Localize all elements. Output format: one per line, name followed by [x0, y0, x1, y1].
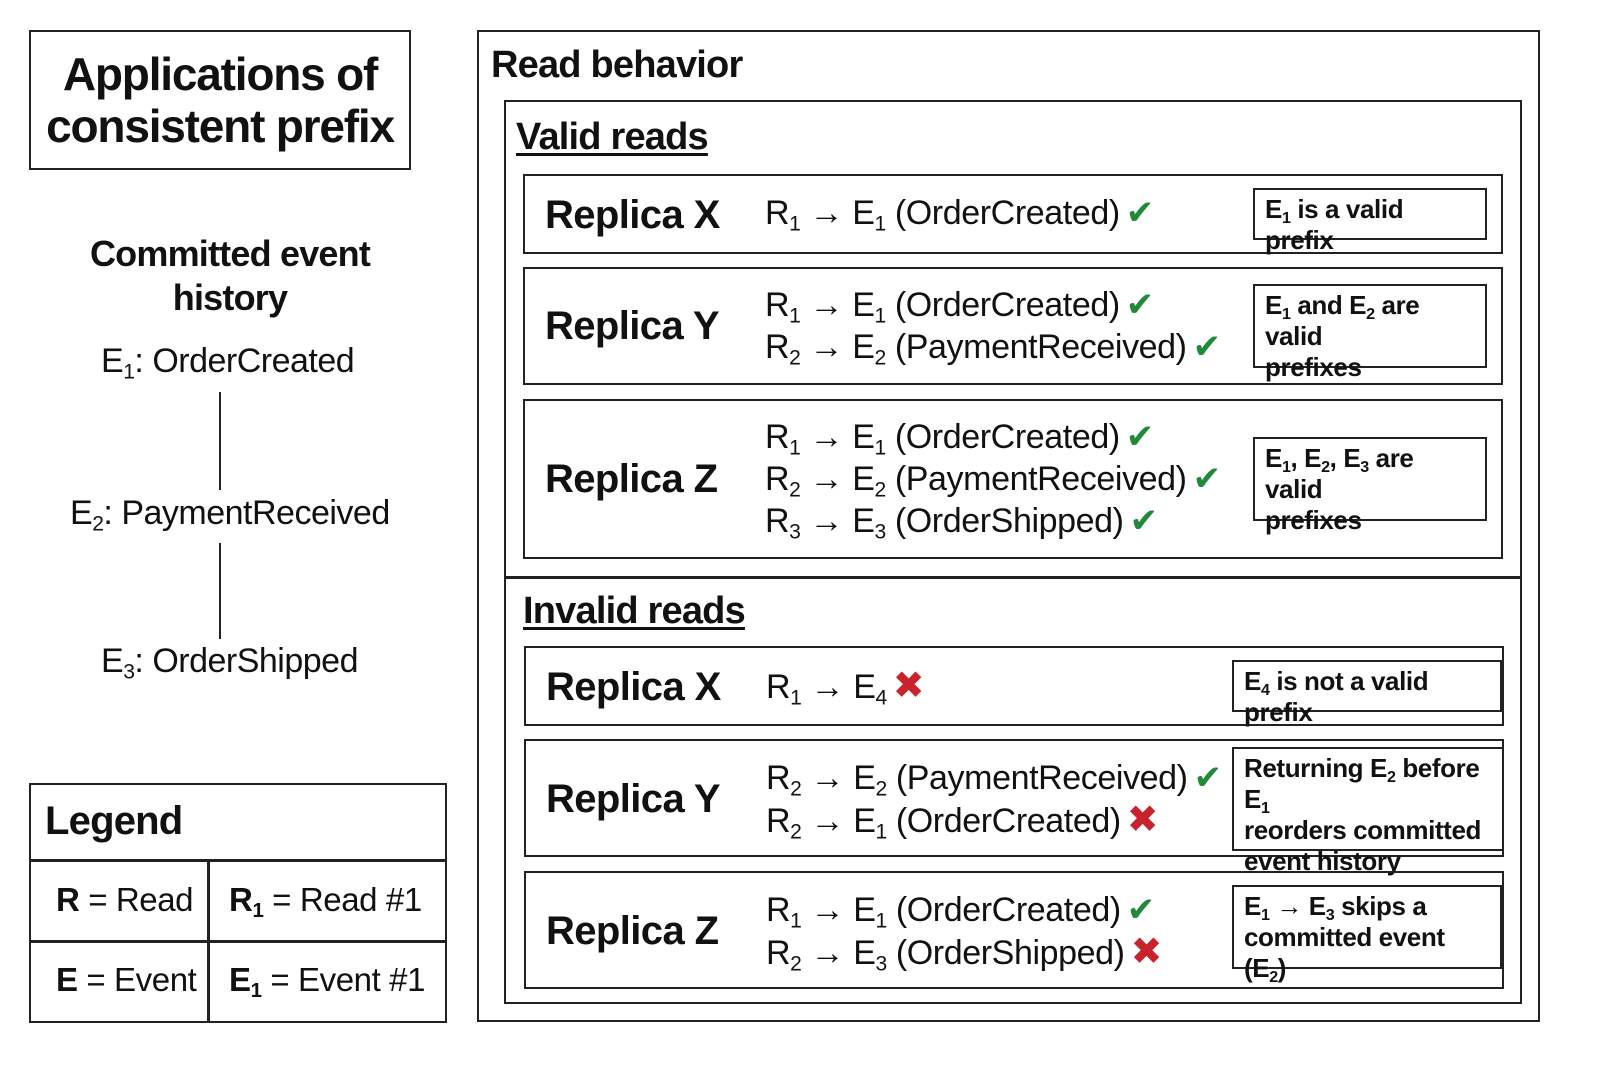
check-icon: ✔: [1126, 891, 1155, 929]
reads-list: R1 → E1 (OrderCreated) ✔: [765, 192, 1154, 234]
cross-icon: ✖: [1126, 799, 1159, 841]
read-line: R1 → E4 ✖: [766, 665, 925, 710]
reads-list: R1 → E4 ✖: [766, 665, 925, 710]
legend-event: E = Event: [56, 961, 197, 998]
read-behavior-title: Read behavior: [491, 44, 743, 86]
read-line: R1 → E1 (OrderCreated) ✔: [766, 891, 1155, 933]
check-icon: ✔: [1125, 194, 1154, 232]
legend-read-1: R1 = Read #1: [229, 881, 422, 923]
read-line: R2 → E2 (PaymentReceived) ✔: [765, 460, 1221, 502]
invalid-row-replica-z: Replica Z R1 → E1 (OrderCreated) ✔ R2 → E…: [524, 871, 1504, 989]
legend-divider: [31, 859, 445, 862]
replica-label: Replica X: [546, 665, 721, 709]
replica-label: Replica Z: [545, 457, 718, 501]
legend-divider: [31, 940, 445, 943]
valid-reads-title: Valid reads: [516, 116, 709, 158]
reads-list: R1 → E1 (OrderCreated) ✔ R2 → E2 (Payment…: [765, 416, 1221, 542]
invalid-note: E1 → E3 skips a committed event (E2): [1232, 885, 1502, 985]
read-line: R1 → E1 (OrderCreated) ✔: [765, 194, 1154, 236]
check-icon: ✔: [1193, 759, 1222, 797]
history-event-3: E3: OrderShipped: [101, 642, 359, 684]
valid-row-replica-z: Replica Z R1 → E1 (OrderCreated) ✔ R2 → E…: [523, 399, 1503, 559]
history-connector-1: [219, 392, 221, 490]
history-connector-2: [219, 543, 221, 639]
legend: Legend R = Read R1 = Read #1 E = Event E…: [29, 783, 447, 1023]
replica-label: Replica Y: [545, 304, 720, 348]
read-line: R3 → E3 (OrderShipped) ✔: [765, 502, 1158, 544]
replica-label: Replica X: [545, 193, 720, 237]
legend-event-1: E1 = Event #1: [229, 961, 426, 1003]
valid-note: E1 is a valid prefix: [1253, 188, 1487, 255]
read-line: R1 → E1 (OrderCreated) ✔: [765, 286, 1154, 328]
replica-label: Replica Y: [546, 777, 721, 821]
read-line: R2 → E2 (PaymentReceived) ✔: [766, 759, 1222, 801]
read-line: R2 → E3 (OrderShipped) ✖: [766, 931, 1163, 976]
cross-icon: ✖: [892, 665, 925, 707]
legend-title: Legend: [45, 799, 183, 843]
invalid-row-replica-y: Replica Y R2 → E2 (PaymentReceived) ✔ R2 …: [524, 739, 1504, 876]
legend-read: R = Read: [56, 881, 194, 918]
invalid-note: Returning E2 before E1 reorders committed…: [1232, 747, 1502, 876]
valid-row-replica-y: Replica Y R1 → E1 (OrderCreated) ✔ R2 → E…: [523, 267, 1503, 385]
reads-list: R1 → E1 (OrderCreated) ✔ R2 → E2 (Payment…: [765, 284, 1221, 368]
invalid-row-replica-x: Replica X R1 → E4 ✖ E4 is not a valid pre…: [524, 646, 1504, 727]
reads-list: R2 → E2 (PaymentReceived) ✔ R2 → E1 (Orde…: [766, 757, 1222, 842]
check-icon: ✔: [1192, 328, 1221, 366]
legend-divider: [207, 859, 210, 1022]
cross-icon: ✖: [1130, 931, 1163, 973]
check-icon: ✔: [1129, 502, 1158, 540]
read-line: R2 → E1 (OrderCreated) ✖: [766, 799, 1159, 844]
read-behavior-panel: Read behavior Valid reads Replica X R1 →…: [477, 30, 1540, 1022]
valid-row-replica-x: Replica X R1 → E1 (OrderCreated) ✔ E1 is …: [523, 174, 1503, 255]
read-line: R2 → E2 (PaymentReceived) ✔: [765, 328, 1221, 370]
diagram-title: Applications of consistent prefix: [29, 30, 411, 170]
replica-label: Replica Z: [546, 909, 719, 953]
section-divider: [506, 576, 1520, 579]
invalid-reads-title: Invalid reads: [523, 590, 746, 632]
invalid-note: E4 is not a valid prefix: [1232, 660, 1502, 727]
history-event-2: E2: PaymentReceived: [70, 494, 390, 536]
history-heading: Committed event history: [89, 233, 371, 318]
read-line: R1 → E1 (OrderCreated) ✔: [765, 418, 1154, 460]
reads-list: R1 → E1 (OrderCreated) ✔ R2 → E3 (OrderSh…: [766, 889, 1162, 974]
valid-note: E1, E2, E3 are valid prefixes: [1253, 437, 1487, 535]
valid-note: E1 and E2 are valid prefixes: [1253, 284, 1487, 382]
reads-container: Valid reads Replica X R1 → E1 (OrderCrea…: [504, 100, 1522, 1004]
diagram-title-text: Applications of consistent prefix: [46, 48, 395, 152]
history-event-1: E1: OrderCreated: [101, 342, 355, 384]
check-icon: ✔: [1192, 460, 1221, 498]
check-icon: ✔: [1125, 286, 1154, 324]
check-icon: ✔: [1125, 418, 1154, 456]
